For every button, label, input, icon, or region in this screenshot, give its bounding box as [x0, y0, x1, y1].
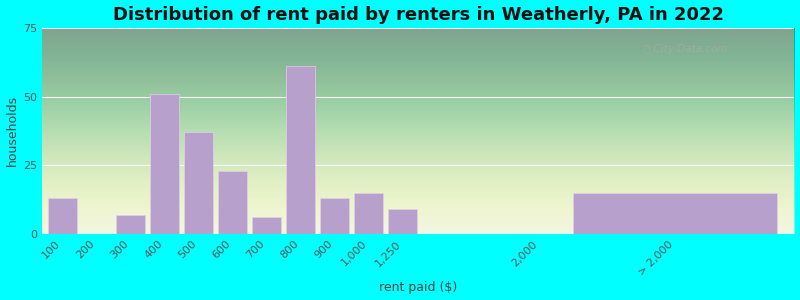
- Bar: [286, 66, 315, 234]
- Bar: [354, 193, 383, 234]
- Bar: [150, 94, 179, 234]
- Bar: [320, 198, 349, 234]
- Bar: [48, 198, 77, 234]
- Title: Distribution of rent paid by renters in Weatherly, PA in 2022: Distribution of rent paid by renters in …: [113, 6, 723, 24]
- Text: Ⓜ City-Data.com: Ⓜ City-Data.com: [644, 44, 727, 54]
- Bar: [116, 215, 145, 234]
- Bar: [218, 171, 247, 234]
- Bar: [573, 193, 778, 234]
- Bar: [184, 132, 213, 234]
- Bar: [252, 218, 281, 234]
- Y-axis label: households: households: [6, 95, 18, 166]
- X-axis label: rent paid ($): rent paid ($): [379, 281, 458, 294]
- Bar: [388, 209, 418, 234]
